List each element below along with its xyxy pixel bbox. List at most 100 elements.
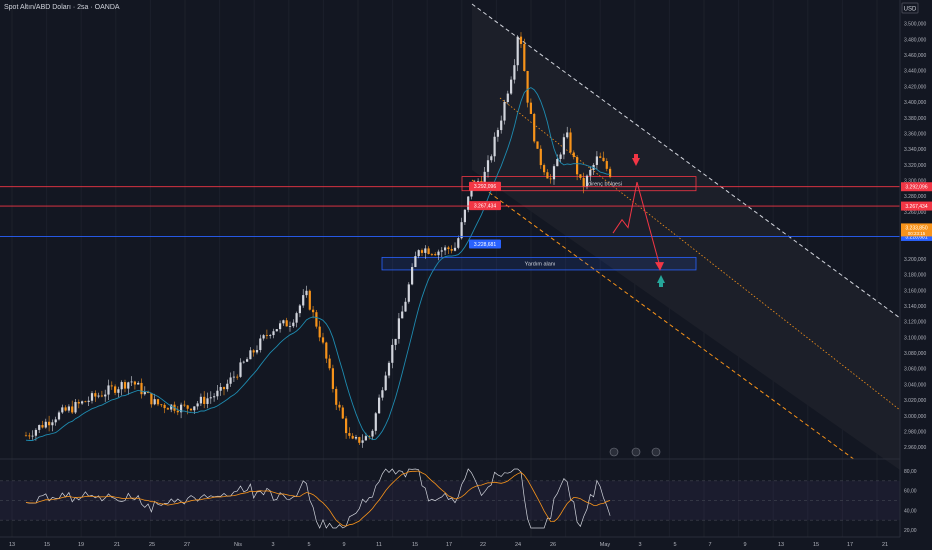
candle-body [493, 136, 496, 157]
candle-body [506, 93, 509, 103]
candle-body [368, 436, 371, 437]
projection-arrows [609, 154, 665, 457]
candle-body [74, 402, 77, 413]
resistance-2-chart-tag [469, 201, 501, 211]
candle-body [345, 418, 348, 434]
candle-body [552, 166, 556, 180]
rsi-pane [0, 458, 900, 529]
candle-body [378, 397, 381, 414]
candle-body [341, 407, 344, 419]
candles [24, 32, 612, 448]
candle-body [51, 422, 54, 426]
candle-body [176, 410, 179, 413]
candle-body [226, 383, 229, 390]
price-tick-label: 3.400,000 [904, 100, 926, 106]
candle-body [67, 406, 70, 411]
candle-body [183, 404, 186, 406]
candle-body [391, 344, 394, 363]
rsi-tick-label: 80,00 [904, 469, 917, 475]
price-tick-label: 3.020,000 [904, 398, 926, 404]
candle-body [539, 148, 542, 166]
time-tick-label: 3 [638, 542, 641, 548]
candle-body [579, 174, 582, 178]
rsi-tick-label: 20,00 [904, 528, 917, 534]
price-tick-label: 3.160,000 [904, 288, 926, 294]
resistance-1-chart-tag-text: 3.292,096 [474, 184, 496, 190]
candle-body [312, 309, 315, 313]
candle-body [483, 171, 486, 183]
candle-body [331, 368, 334, 389]
candle-body [94, 393, 97, 397]
candle-body [318, 326, 321, 338]
candle-body [87, 400, 90, 402]
currency-box [901, 2, 919, 14]
candle-body [120, 382, 123, 390]
candle-body [335, 388, 338, 405]
candle-body [160, 404, 163, 406]
event-icon [609, 447, 619, 457]
candle-body [107, 385, 110, 395]
candle-body [453, 247, 457, 251]
zones: direnç bölgesi Yardım alanı [381, 176, 697, 271]
candle-body [609, 168, 612, 177]
candle-body [496, 130, 499, 137]
candle-body [222, 387, 226, 390]
time-tick-label: 5 [307, 542, 310, 548]
time-tick-label: Nis [234, 542, 242, 548]
candle-body [156, 399, 160, 405]
candle-body [516, 36, 519, 66]
candle-body [404, 301, 407, 312]
current-price-text: 3.233,850 [905, 225, 927, 231]
rsi-tick-label: 60,00 [904, 489, 917, 495]
projection-path [612, 181, 661, 267]
up-arrow-icon [657, 275, 665, 283]
candle-body [71, 406, 74, 413]
candle-body [44, 421, 47, 428]
time-axis: 13 15 19 21 25 27 Nis 3 5 9 11 15 17 22 24 26 May 3 5 7 9 13 1… [0, 536, 900, 548]
candle-body [384, 375, 387, 391]
countdown-text: 00:23:15 [908, 231, 926, 236]
candle-body [189, 408, 193, 411]
candle-body [338, 404, 341, 408]
time-tick-label: 13 [778, 542, 784, 548]
time-tick-label: 15 [44, 542, 50, 548]
event-icon [631, 447, 641, 457]
support-axis-tag [901, 231, 932, 241]
time-tick-label: 9 [743, 542, 746, 548]
price-axis: USD 3.500,000 3.480,000 3.460,000 3.440,000 3… [899, 0, 932, 550]
candle-body [114, 386, 117, 393]
candle-body [288, 326, 292, 327]
candle-body [556, 158, 559, 167]
candle-body [110, 385, 113, 387]
candle-body [325, 342, 328, 359]
time-tick-label: 22 [480, 542, 486, 548]
price-tick-label: 3.500,000 [904, 22, 926, 28]
descending-channel [471, 3, 901, 470]
candle-body [572, 152, 575, 157]
candle-body [77, 402, 80, 404]
candle-body [28, 435, 31, 437]
channel-mid-line [499, 97, 901, 411]
candle-body [447, 247, 450, 250]
price-axis-bg [900, 0, 932, 550]
support-chart-tag [469, 239, 501, 249]
candle-body [526, 71, 529, 103]
candle-body [279, 323, 282, 330]
candle-body [147, 391, 150, 393]
price-tick-label: 3.120,000 [904, 320, 926, 326]
candle-body [585, 175, 589, 188]
channel-lower-line [471, 179, 856, 461]
candle-body [130, 381, 133, 383]
candle-body [229, 377, 232, 384]
resistance-2-chart-tag-text: 3.267,434 [474, 204, 496, 210]
candle-body [374, 413, 377, 431]
candle-body [209, 397, 212, 399]
candle-body [523, 43, 526, 72]
candle-body [282, 320, 285, 324]
candle-body [265, 335, 268, 336]
candle-body [48, 421, 51, 426]
price-tick-label: 3.380,000 [904, 116, 926, 122]
candle-body [490, 156, 493, 161]
price-tags: 3.292,096 3.267,434 3.228,681 3.233,85000:2… [901, 182, 932, 241]
